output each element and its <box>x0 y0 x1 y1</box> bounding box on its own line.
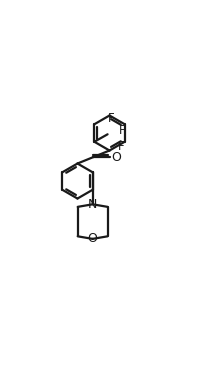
Text: O: O <box>111 150 121 164</box>
Text: N: N <box>88 198 97 211</box>
Text: O: O <box>88 232 98 245</box>
Text: F: F <box>108 112 114 125</box>
Text: F: F <box>119 124 126 136</box>
Text: F: F <box>118 139 125 153</box>
